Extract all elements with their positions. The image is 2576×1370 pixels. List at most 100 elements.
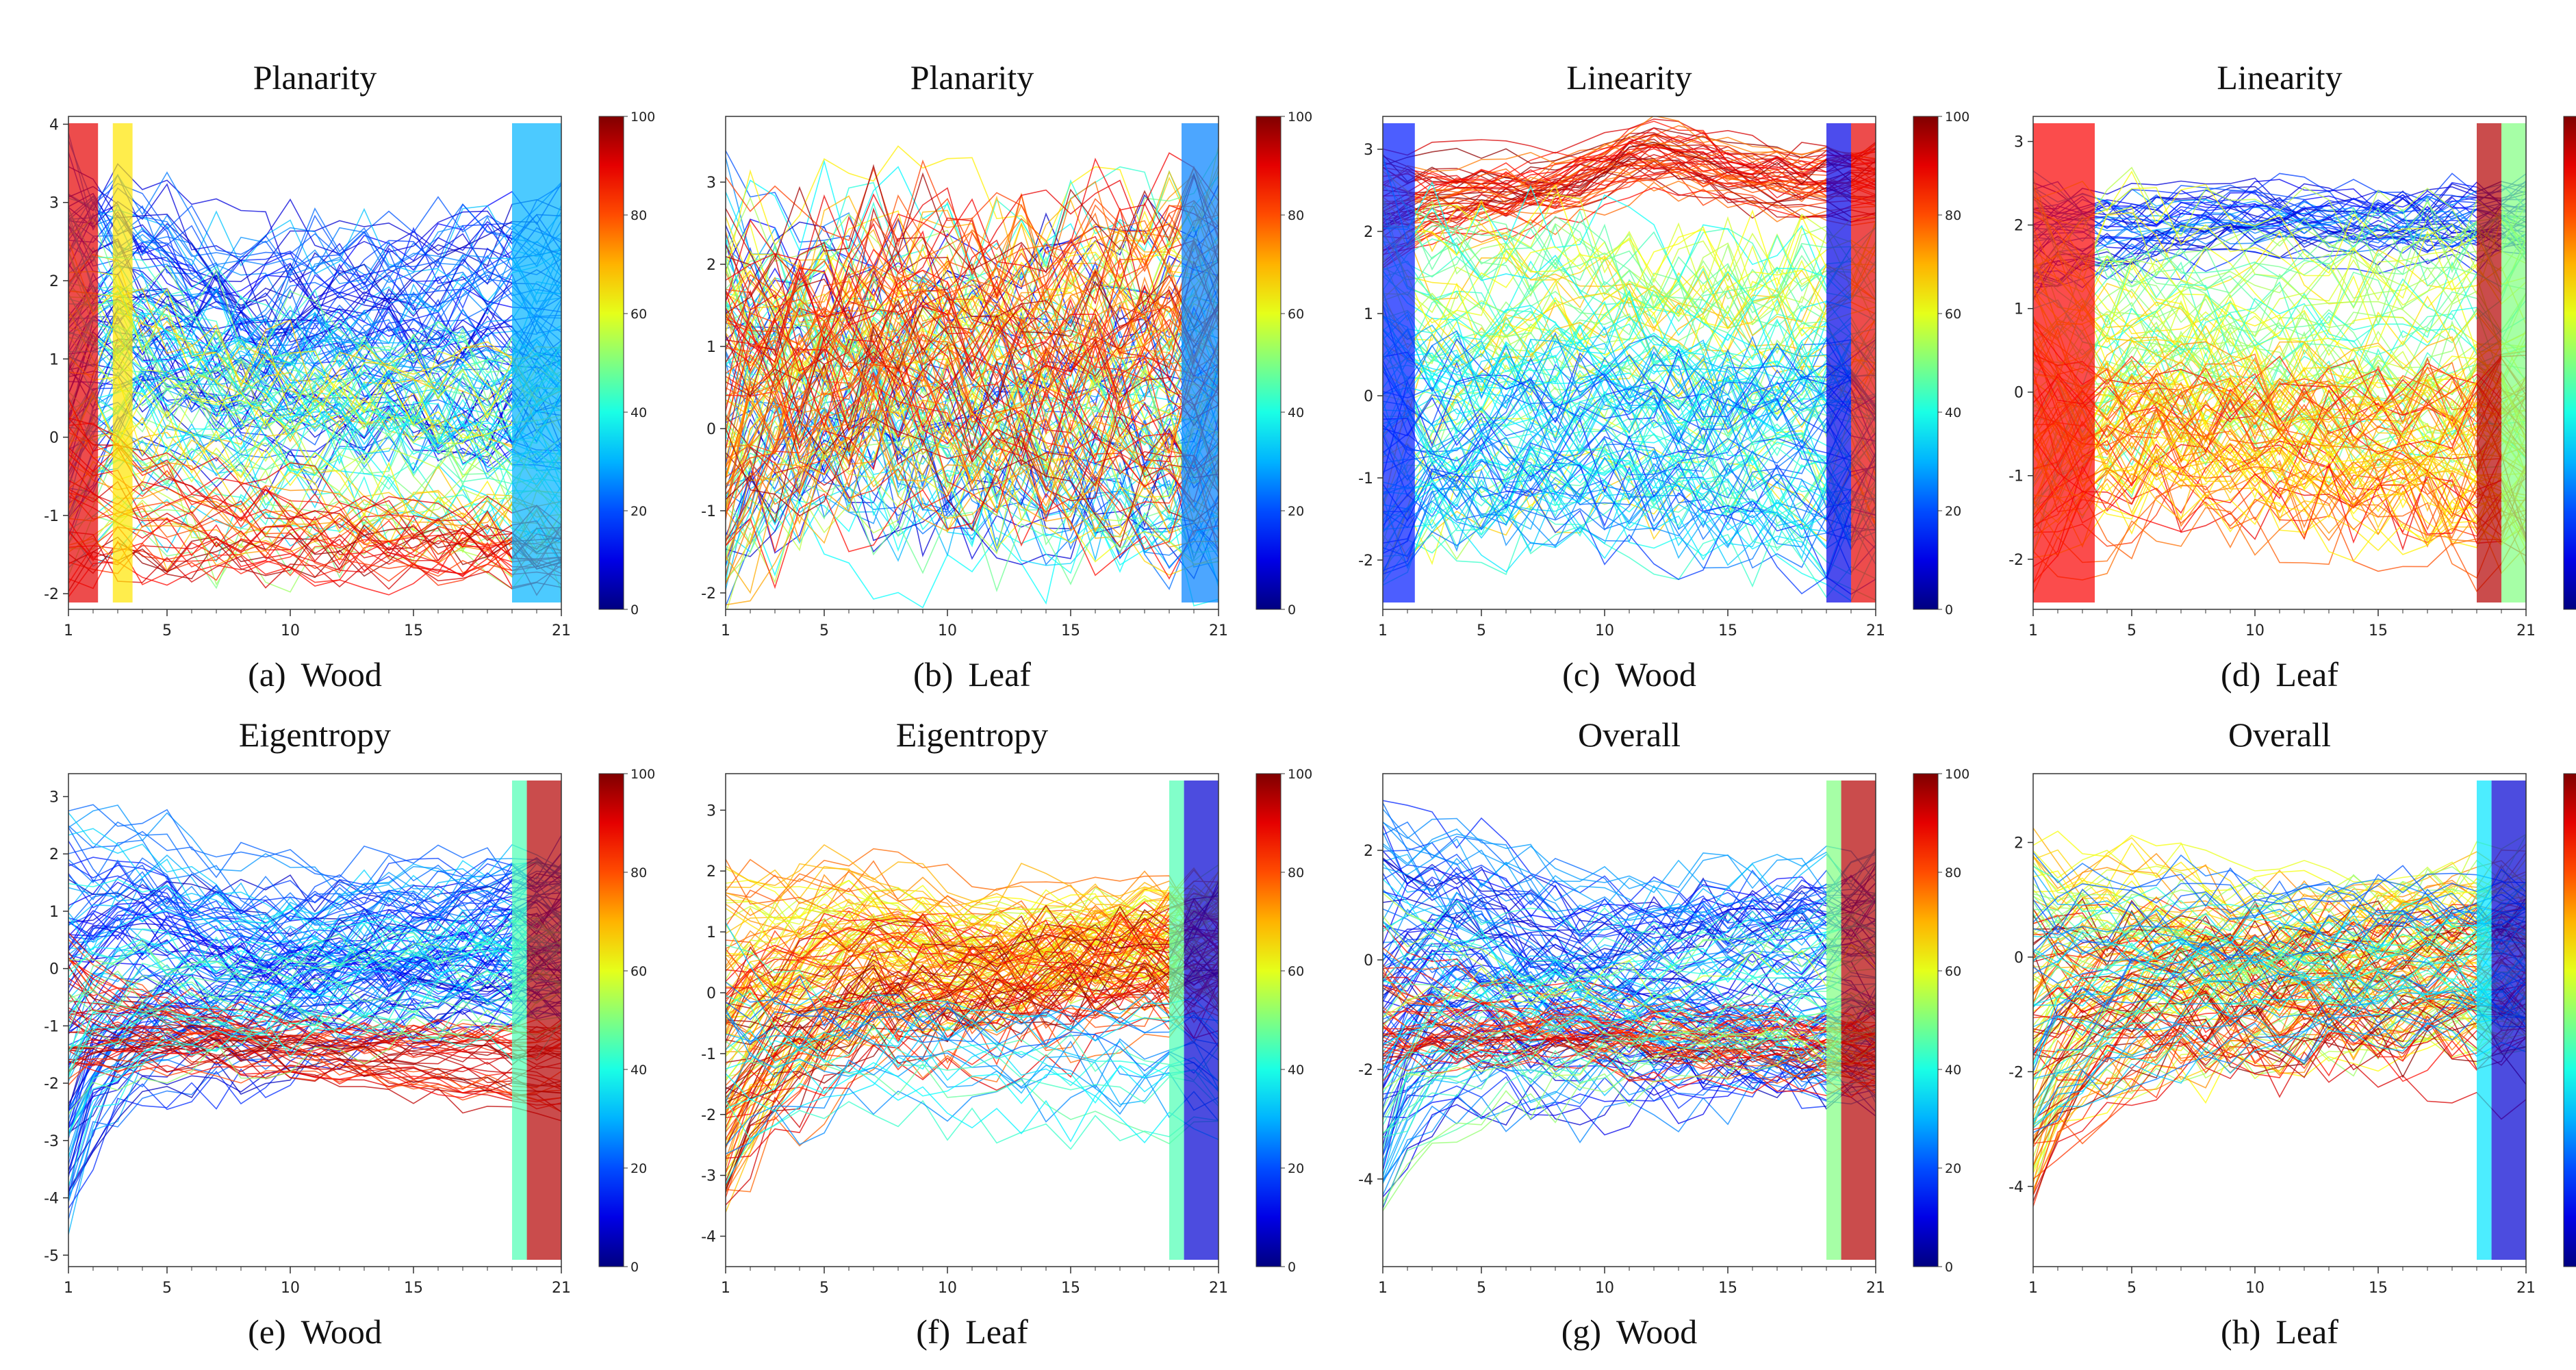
colorbar-tick-label: 60 (1945, 307, 1961, 322)
series-line-2-11 (726, 922, 1219, 1090)
y-tick-label: 1 (49, 351, 59, 368)
y-tick-label: 3 (706, 175, 716, 192)
series-line-1-28 (1383, 223, 1876, 327)
series-line-0-5 (2033, 843, 2526, 896)
panel-title: Eigentropy (896, 715, 1048, 754)
color-band-0 (1383, 123, 1415, 602)
series-line-2-30 (1383, 505, 1876, 598)
series-line-1-21 (2033, 954, 2526, 1130)
colorbar-tick-label: 20 (1288, 504, 1304, 519)
series-line-1-20 (1383, 924, 1876, 1044)
series-line-1-40 (2033, 227, 2526, 353)
series-line-2-29 (2033, 937, 2526, 984)
series-line-0-22 (2033, 205, 2526, 282)
y-tick-label: -3 (701, 1168, 716, 1185)
series-line-2-59 (726, 231, 1219, 433)
series-line-0-36 (2033, 181, 2526, 255)
series-line-0-47 (1383, 992, 1876, 1184)
series-line-2-18 (1383, 943, 1876, 1018)
x-tick-label: 15 (1718, 1280, 1737, 1297)
series-line-1-6 (1383, 1026, 1876, 1094)
series-line-0-60 (68, 194, 561, 283)
series-line-2-47 (1383, 411, 1876, 569)
y-tick-label: 0 (706, 985, 716, 1002)
y-tick-label: 1 (2014, 301, 2024, 318)
series-line-2-7 (1383, 983, 1876, 1056)
panel-caption: (a) Wood (248, 655, 382, 694)
series-line-2-34 (2033, 865, 2526, 953)
series-line-2-50 (726, 242, 1219, 585)
series-line-1-55 (68, 309, 561, 509)
series-line-1-32 (2033, 234, 2526, 529)
y-tick-label: 3 (1364, 142, 1373, 159)
series-line-0-73 (68, 201, 561, 310)
series-line-2-58 (1383, 369, 1876, 544)
series-line-2-49 (2033, 344, 2526, 533)
series-line-1-25 (1383, 1032, 1876, 1069)
y-tick-label: 0 (49, 961, 59, 978)
series-line-1-37 (726, 969, 1219, 1100)
series-line-2-40 (726, 265, 1219, 359)
series-line-2-27 (1383, 416, 1876, 575)
series-line-1-48 (726, 901, 1219, 982)
series-line-2-38 (2033, 351, 2526, 539)
y-tick-label: 3 (49, 195, 59, 212)
series-line-2-0 (1383, 900, 1876, 945)
series-line-1-25 (68, 939, 561, 1096)
series-line-0-61 (1383, 870, 1876, 961)
series-line-1-15 (726, 891, 1219, 1108)
series-line-2-47 (2033, 454, 2526, 562)
series-line-2-3 (726, 259, 1219, 373)
caption-label: (e) (248, 1312, 286, 1351)
y-tick-label: 2 (49, 273, 59, 290)
series-line-1-19 (726, 933, 1219, 1158)
series-line-1-41 (1383, 299, 1876, 381)
color-band-0 (2033, 123, 2095, 602)
series-line-2-37 (726, 290, 1219, 505)
y-tick-label: 2 (49, 846, 59, 863)
color-band-1 (1184, 781, 1219, 1260)
x-tick-label: 5 (162, 1280, 172, 1297)
color-band-1 (1826, 123, 1851, 602)
panel-caption: (g) Wood (1561, 1312, 1698, 1351)
series-line-0-16 (68, 207, 561, 422)
series-line-0-39 (2033, 223, 2526, 255)
series-line-2-24 (726, 214, 1219, 468)
y-tick-label: 1 (1364, 306, 1373, 323)
y-tick-label: -4 (2008, 1179, 2024, 1196)
series-lines (1383, 781, 1876, 1260)
series-line-0-23 (68, 863, 561, 1061)
series-line-0-79 (68, 204, 561, 390)
series-line-2-22 (2033, 933, 2526, 1002)
series-line-0-30 (2033, 192, 2526, 233)
series-line-0-67 (1383, 828, 1876, 895)
series-line-2-6 (1383, 954, 1876, 1126)
series-line-0-11 (1383, 854, 1876, 1062)
series-line-2-2 (2033, 326, 2526, 542)
series-line-2-14 (1383, 898, 1876, 1045)
series-line-0-30 (1383, 127, 1876, 166)
series-line-2-8 (1383, 474, 1876, 581)
colorbar-tick-label: 100 (1288, 110, 1312, 125)
series-line-1-30 (68, 965, 561, 1106)
colorbar-tick-label: 0 (1945, 602, 1953, 618)
color-band-1 (2477, 123, 2501, 602)
series-line-2-39 (726, 290, 1219, 472)
series-line-2-45 (1383, 396, 1876, 520)
y-tick-label: 0 (1364, 388, 1373, 405)
series-line-0-38 (2033, 181, 2526, 301)
series-line-1-10 (2033, 1010, 2526, 1070)
x-tick-label: 1 (1378, 622, 1388, 639)
series-line-2-15 (726, 166, 1219, 546)
series-line-2-46 (2033, 379, 2526, 471)
series-line-0-49 (1383, 160, 1876, 205)
series-line-0-65 (68, 926, 561, 1001)
series-line-0-41 (68, 140, 561, 284)
series-line-2-51 (1383, 415, 1876, 549)
x-tick-label: 10 (938, 1280, 957, 1297)
series-line-0-33 (1383, 861, 1876, 1088)
series-line-2-56 (1383, 463, 1876, 536)
y-tick-label: 1 (49, 904, 59, 921)
series-line-1-32 (68, 366, 561, 446)
